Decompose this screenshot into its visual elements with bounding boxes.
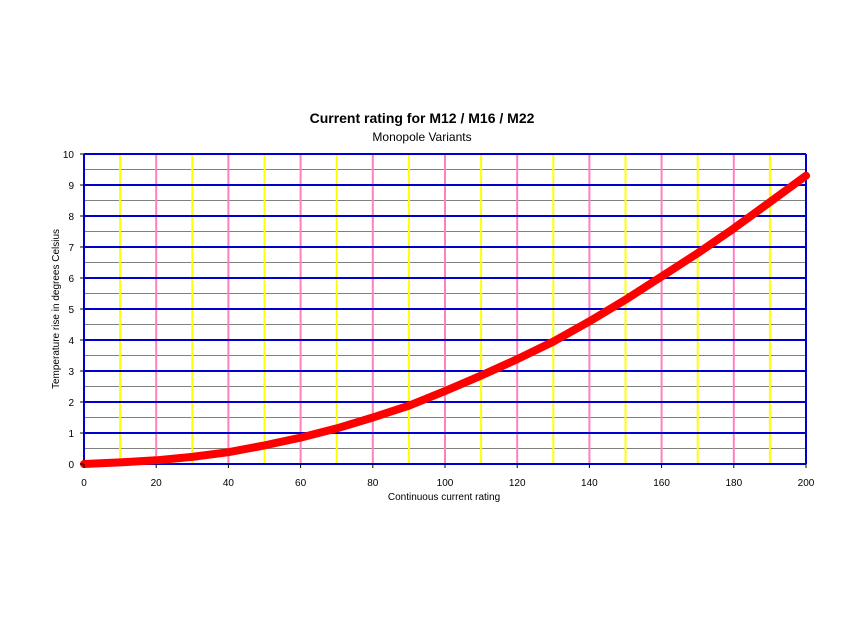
x-tick-labels: 0 20 40 60 80 100 120 140 160 180 200 <box>81 464 815 489</box>
y-axis-label: Temperature rise in degrees Celsius <box>51 229 62 389</box>
y-tick-label: 8 <box>68 212 74 223</box>
x-tick-label: 200 <box>798 478 815 489</box>
y-tick-label: 0 <box>68 460 74 471</box>
y-tick-label: 9 <box>68 181 74 192</box>
grid <box>84 154 806 464</box>
x-tick-label: 140 <box>581 478 598 489</box>
y-tick-label: 3 <box>68 367 74 378</box>
x-tick-label: 20 <box>151 478 163 489</box>
x-tick-label: 0 <box>81 478 87 489</box>
x-tick-label: 60 <box>295 478 307 489</box>
y-tick-label: 6 <box>68 274 74 285</box>
series-line <box>80 171 810 468</box>
y-tick-label: 4 <box>68 336 74 347</box>
x-tick-label: 40 <box>223 478 235 489</box>
x-tick-label: 100 <box>437 478 454 489</box>
y-tick-labels: 0 1 2 3 4 5 6 7 8 9 10 <box>63 150 84 471</box>
y-tick-label: 5 <box>68 305 74 316</box>
x-axis-label: Continuous current rating <box>388 492 500 503</box>
x-tick-label: 120 <box>509 478 526 489</box>
x-tick-label: 180 <box>725 478 742 489</box>
y-tick-label: 1 <box>68 429 74 440</box>
plot-frame <box>83 153 807 465</box>
chart-subtitle: Monopole Variants <box>372 130 471 144</box>
x-tick-label: 80 <box>367 478 379 489</box>
series-layer <box>80 171 810 468</box>
x-tick-label: 160 <box>653 478 670 489</box>
y-tick-label: 7 <box>68 243 74 254</box>
chart-title: Current rating for M12 / M16 / M22 <box>310 110 535 126</box>
y-tick-label: 2 <box>68 398 74 409</box>
y-tick-label: 10 <box>63 150 75 161</box>
